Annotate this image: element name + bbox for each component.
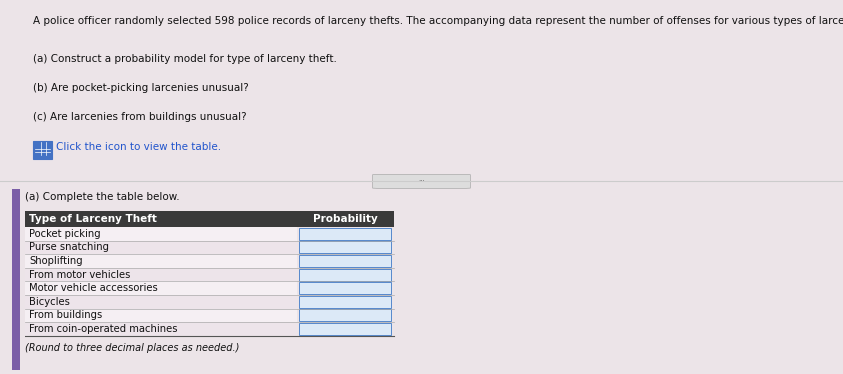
FancyBboxPatch shape [25, 254, 297, 268]
Text: (a) Complete the table below.: (a) Complete the table below. [25, 193, 180, 202]
Text: (c) Are larcenies from buildings unusual?: (c) Are larcenies from buildings unusual… [34, 113, 247, 122]
Text: Click the icon to view the table.: Click the icon to view the table. [56, 142, 221, 152]
FancyBboxPatch shape [12, 189, 20, 370]
FancyBboxPatch shape [33, 141, 52, 159]
Text: Motor vehicle accessories: Motor vehicle accessories [30, 283, 158, 293]
FancyBboxPatch shape [299, 323, 391, 335]
Text: Probability: Probability [313, 214, 378, 224]
Text: From coin-operated machines: From coin-operated machines [30, 324, 178, 334]
FancyBboxPatch shape [299, 255, 391, 267]
Text: From motor vehicles: From motor vehicles [30, 270, 131, 280]
FancyBboxPatch shape [25, 268, 297, 281]
FancyBboxPatch shape [299, 309, 391, 322]
Text: Type of Larceny Theft: Type of Larceny Theft [30, 214, 157, 224]
FancyBboxPatch shape [373, 174, 470, 188]
Text: Shoplifting: Shoplifting [30, 256, 83, 266]
Text: ···: ··· [418, 178, 425, 184]
Text: (b) Are pocket-picking larcenies unusual?: (b) Are pocket-picking larcenies unusual… [34, 83, 250, 93]
FancyBboxPatch shape [299, 282, 391, 294]
FancyBboxPatch shape [25, 322, 297, 336]
Text: (a) Construct a probability model for type of larceny theft.: (a) Construct a probability model for ty… [34, 54, 337, 64]
Text: Pocket picking: Pocket picking [30, 229, 101, 239]
FancyBboxPatch shape [299, 296, 391, 308]
FancyBboxPatch shape [25, 240, 297, 254]
FancyBboxPatch shape [25, 211, 394, 227]
Text: (Round to three decimal places as needed.): (Round to three decimal places as needed… [25, 343, 239, 353]
FancyBboxPatch shape [25, 295, 297, 309]
Text: Purse snatching: Purse snatching [30, 242, 109, 252]
FancyBboxPatch shape [299, 269, 391, 280]
Text: A police officer randomly selected 598 police records of larceny thefts. The acc: A police officer randomly selected 598 p… [34, 16, 843, 26]
FancyBboxPatch shape [25, 227, 297, 240]
Text: Bicycles: Bicycles [30, 297, 70, 307]
FancyBboxPatch shape [25, 309, 297, 322]
Text: From buildings: From buildings [30, 310, 102, 321]
FancyBboxPatch shape [25, 281, 297, 295]
FancyBboxPatch shape [299, 228, 391, 240]
FancyBboxPatch shape [299, 241, 391, 254]
